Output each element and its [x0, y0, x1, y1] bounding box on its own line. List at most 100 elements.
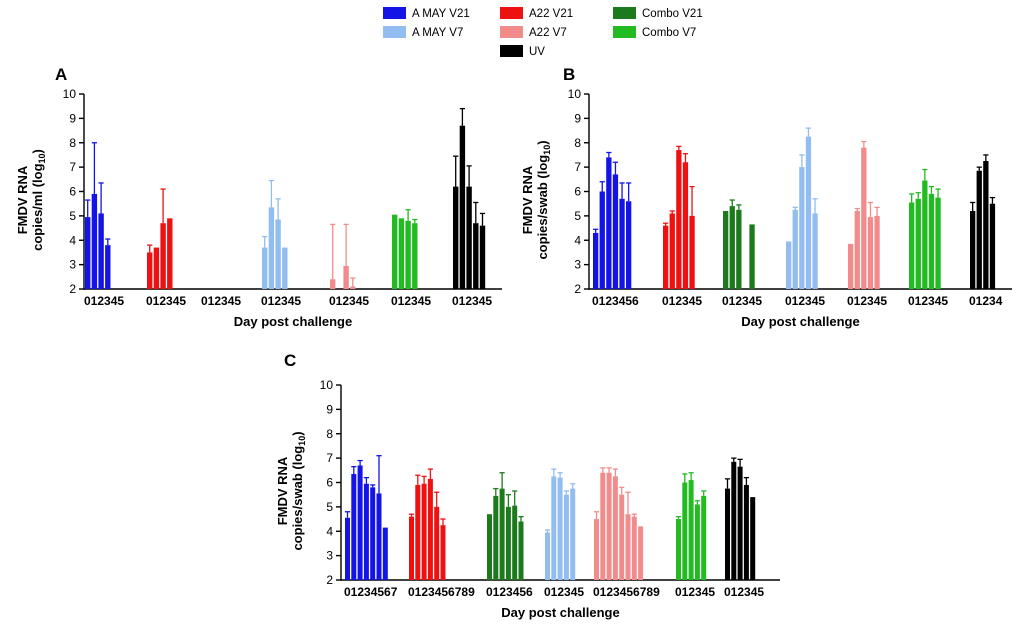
bar [743, 484, 749, 580]
bar [479, 225, 486, 289]
panel-letter: B [563, 65, 575, 84]
legend-swatch [383, 26, 406, 38]
y-tick-label: 8 [69, 136, 76, 150]
bar-group: 0123456 [486, 472, 533, 599]
bar [91, 193, 98, 289]
bar [848, 243, 854, 289]
bar [689, 215, 695, 289]
bar-group: 012345 [662, 145, 702, 308]
x-tick-label: 0123456789 [408, 585, 475, 599]
bar-group: 01234 [969, 154, 1003, 308]
bar [928, 193, 935, 289]
y-axis-label: FMDV RNAcopies/ml (log10) [15, 149, 47, 251]
x-tick-label: 012345 [84, 294, 124, 308]
bar-group: 012345 [675, 472, 715, 599]
legend-label: A22 V21 [529, 8, 573, 20]
x-tick-label: 012345 [201, 294, 241, 308]
bar [594, 519, 599, 580]
bar [682, 482, 688, 580]
x-tick-label: 0123456789 [593, 585, 660, 599]
bar [682, 162, 689, 289]
bar [786, 241, 792, 289]
x-tick-label: 012345 [662, 294, 702, 308]
bar [398, 218, 405, 289]
bar [493, 495, 499, 580]
bar-group: 012345 [146, 188, 186, 308]
legend-swatch [383, 7, 406, 19]
bar [599, 191, 605, 289]
legend-swatch [613, 26, 636, 38]
y-tick-label: 3 [326, 549, 333, 563]
bar-group: 012345 [329, 223, 369, 308]
bar [434, 506, 440, 580]
bar [466, 186, 472, 289]
bar [989, 203, 996, 289]
y-tick-label: 7 [326, 451, 333, 465]
bar [350, 286, 356, 289]
bar [512, 505, 518, 580]
y-tick-label: 4 [326, 524, 333, 538]
legend-label: A22 V7 [529, 27, 567, 39]
bar [160, 223, 166, 289]
legend-label: A MAY V7 [412, 27, 463, 39]
bar [415, 484, 421, 580]
bar [330, 279, 336, 289]
panel-c: C 2 3 4 5 6 7 8 9 10 FMDV RNAcopies/swab (log10) Da… [275, 351, 780, 620]
legend-label: Combo V7 [642, 27, 696, 39]
bar [749, 224, 755, 289]
y-tick-label: 9 [326, 402, 333, 416]
panel-a: A 2 3 4 5 6 7 8 9 10 FMDV RNAcopies/ml (log10) Day … [15, 65, 502, 329]
bar [669, 213, 675, 289]
y-tick-label: 7 [69, 160, 76, 174]
x-tick-label: 012345 [908, 294, 948, 308]
bar [812, 213, 818, 289]
bar [731, 461, 737, 580]
bar [473, 223, 479, 289]
bar [551, 476, 557, 580]
bar-group: 012345 [261, 179, 301, 308]
x-tick-label: 012345 [261, 294, 301, 308]
x-tick-label: 012345 [675, 585, 715, 599]
y-tick-label: 4 [69, 233, 76, 247]
bar [970, 211, 976, 289]
x-axis-label: Day post challenge [501, 605, 619, 620]
bar [688, 480, 694, 580]
bar [799, 167, 805, 289]
y-tick-label: 3 [574, 258, 581, 272]
bar [275, 219, 281, 289]
legend-label: UV [529, 46, 545, 58]
x-tick-label: 0123456 [486, 585, 533, 599]
bar [453, 186, 459, 289]
bar [694, 504, 700, 580]
legend: A MAY V21 A MAY V7 A22 V21 A22 V7 Combo V21 C… [383, 7, 703, 58]
bar [167, 218, 173, 289]
bar [363, 483, 369, 580]
bar [392, 214, 398, 289]
bar [638, 526, 644, 580]
bar [105, 245, 111, 289]
bar [563, 494, 569, 580]
bar [909, 202, 915, 289]
bar-group: 0123456789 [593, 467, 660, 599]
bar [631, 516, 637, 580]
bar [282, 247, 288, 289]
bar [593, 232, 599, 289]
x-tick-label: 01234 [969, 294, 1003, 308]
bar [405, 220, 411, 289]
y-tick-label: 2 [69, 282, 76, 296]
panel-b: B 2 3 4 5 6 7 8 9 10 FMDV RNAcopies/swab (log10) Da… [520, 65, 1012, 329]
bar-group: 012345 [724, 457, 764, 599]
bar [676, 150, 682, 289]
bar [606, 157, 612, 289]
bar [854, 211, 860, 289]
bar-group: 012345 [84, 142, 124, 308]
bar [570, 488, 576, 580]
y-tick-label: 8 [574, 136, 581, 150]
bar [874, 215, 880, 289]
bar [412, 223, 418, 289]
y-tick-label: 3 [69, 258, 76, 272]
y-axis-label: FMDV RNAcopies/swab (log10) [275, 431, 307, 550]
bar [421, 483, 427, 580]
x-tick-label: 012345 [391, 294, 431, 308]
